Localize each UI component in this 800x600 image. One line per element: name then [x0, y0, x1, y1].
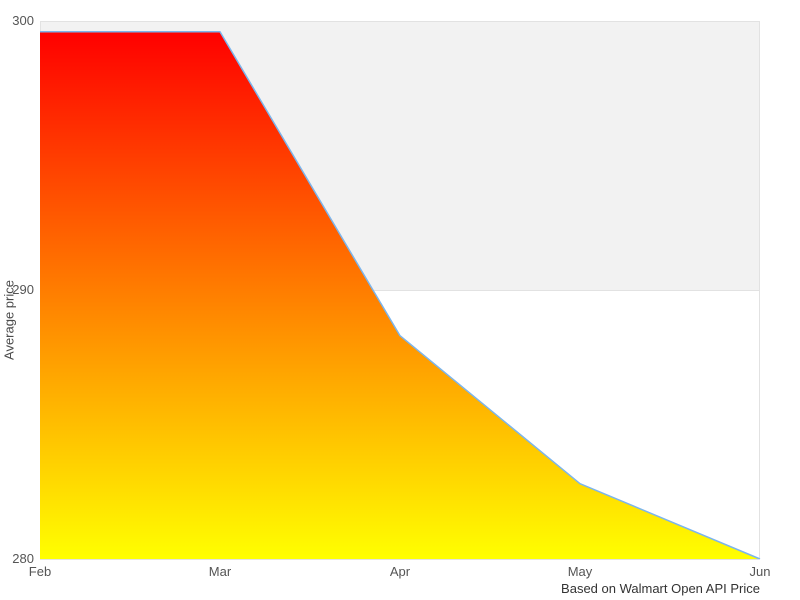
area-series	[40, 31, 760, 559]
y-axis-title: Average price	[1, 280, 17, 360]
y-axis-tick-label: 290	[12, 282, 34, 297]
x-axis-tick-label: Apr	[389, 564, 411, 579]
series-line	[40, 31, 761, 560]
y-axis-tick-label: 280	[12, 551, 34, 566]
chart-caption: Based on Walmart Open API Price	[561, 581, 760, 596]
y-axis-tick-label: 300	[12, 13, 34, 28]
x-axis-tick-label: Mar	[208, 564, 232, 579]
x-axis-tick-label: Jun	[749, 564, 771, 579]
x-axis-tick-label: Feb	[28, 564, 52, 579]
x-axis-tick-label: May	[567, 564, 593, 579]
